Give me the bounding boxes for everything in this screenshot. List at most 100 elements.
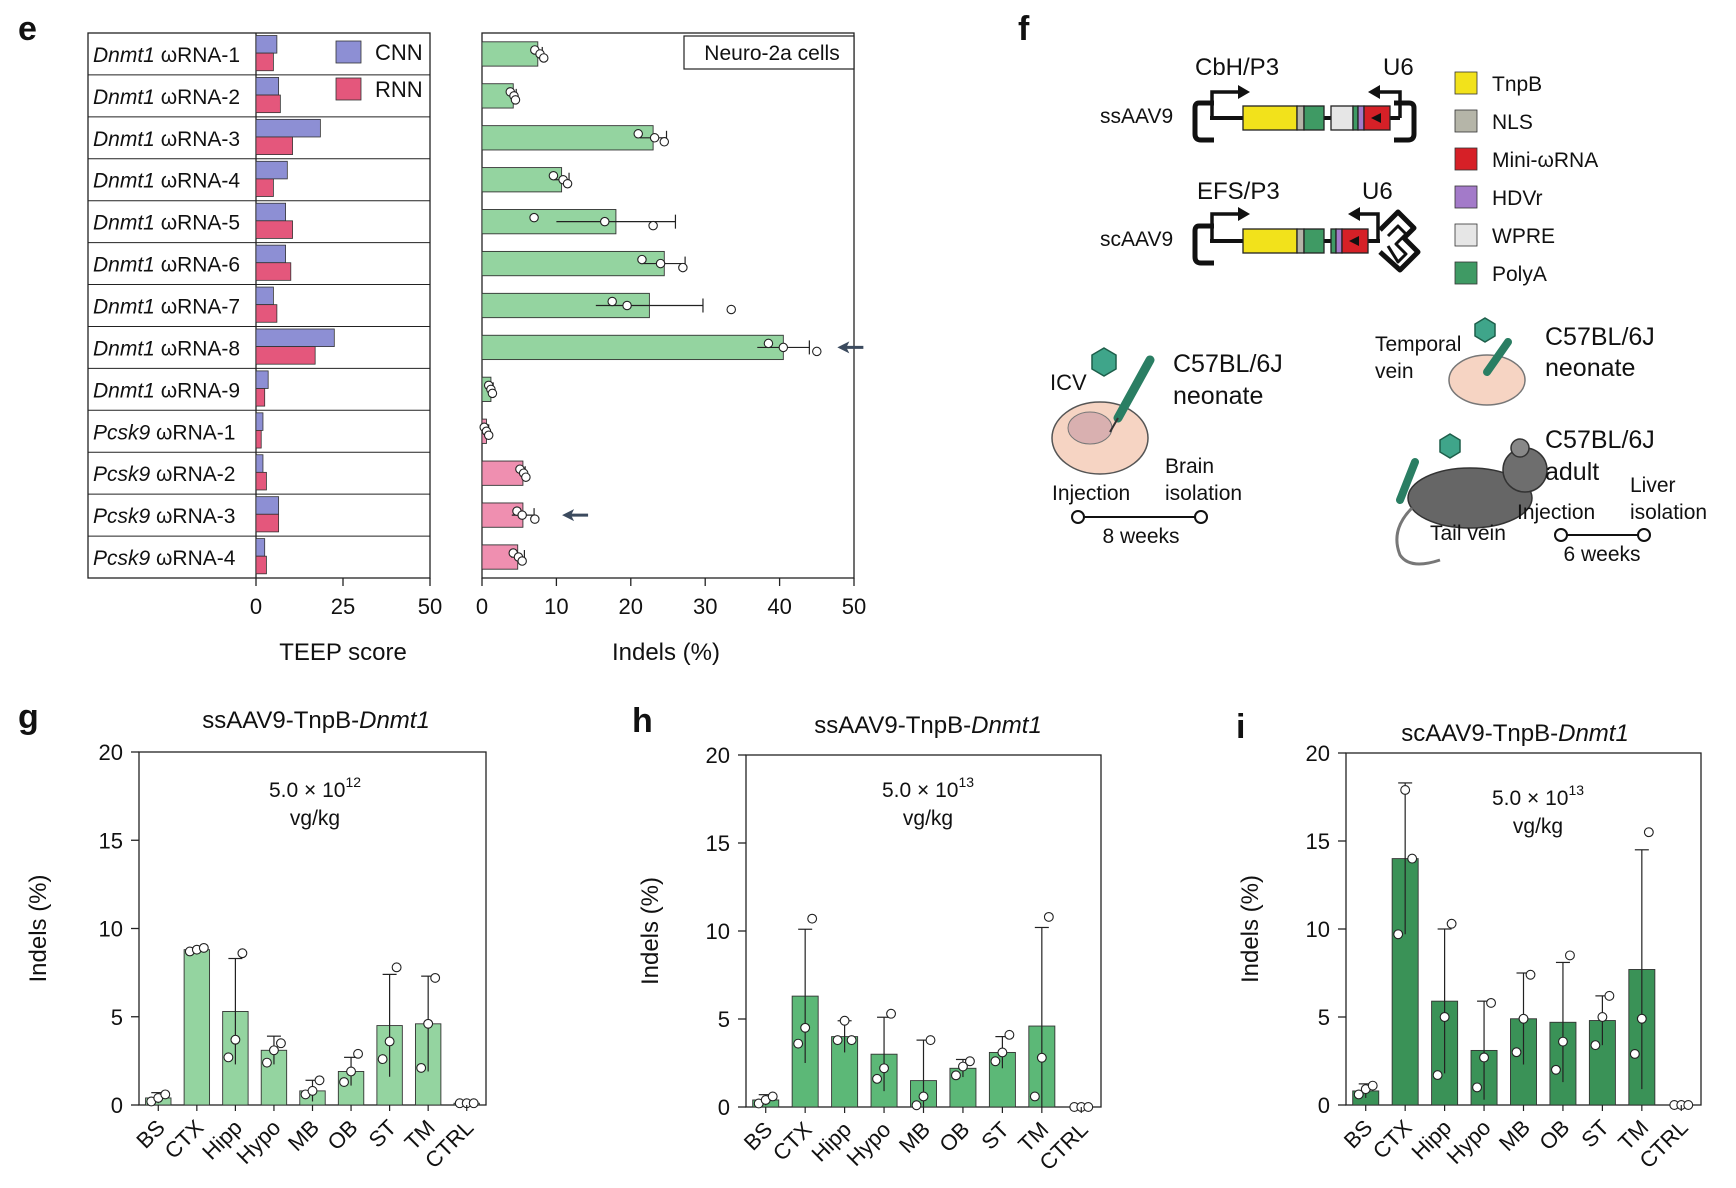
data-point bbox=[307, 1085, 318, 1096]
indels-data-point bbox=[726, 304, 736, 315]
aav-particle-icon bbox=[1091, 347, 1117, 377]
data-point bbox=[1683, 1100, 1694, 1110]
ss-mini-wrna-arrow bbox=[1371, 113, 1381, 123]
data-point bbox=[160, 1089, 171, 1100]
icv-weeks: 8 weeks bbox=[1102, 525, 1179, 548]
indels-data-point bbox=[655, 258, 666, 269]
y-tick-label: 10 bbox=[706, 919, 730, 944]
data-point bbox=[268, 1045, 279, 1056]
temporal-label: Temporal bbox=[1375, 333, 1461, 356]
data-point bbox=[1525, 969, 1536, 980]
data-point bbox=[230, 1034, 241, 1045]
ss-polya-block-1 bbox=[1303, 105, 1325, 131]
teep-bar-cnn bbox=[255, 370, 269, 389]
data-point bbox=[1432, 1070, 1443, 1081]
teep-bar-rnn bbox=[255, 178, 274, 197]
teep-category-label: Pcsk9 ωRNA-4 bbox=[93, 547, 236, 570]
construct-legend-swatch bbox=[1454, 147, 1478, 171]
data-point bbox=[468, 1098, 479, 1109]
teep-bar-cnn bbox=[255, 328, 335, 347]
indels-data-point bbox=[763, 338, 774, 349]
data-point bbox=[990, 1056, 1001, 1067]
ss-hdvr-block bbox=[1357, 105, 1365, 131]
x-tick-label: MB bbox=[283, 1115, 324, 1156]
teep-bar-rnn bbox=[255, 513, 280, 533]
construct-legend-swatch bbox=[1454, 109, 1478, 133]
chart-i-scaav9-1e13: scAAV9-TnpB-Dnmt1 5.0 × 1013 vg/kg 0 5 10 15 20… bbox=[1237, 720, 1702, 1173]
data-point bbox=[886, 1008, 897, 1019]
data-point bbox=[1518, 1013, 1529, 1024]
sc-mini-wrna-block bbox=[1341, 228, 1369, 254]
data-point bbox=[839, 1015, 850, 1026]
teep-bar-cnn bbox=[255, 496, 280, 515]
y-tick-label: 0 bbox=[718, 1095, 730, 1120]
y-tick-label: 10 bbox=[1306, 917, 1330, 942]
teep-bar-cnn bbox=[255, 538, 266, 557]
y-tick-label: 10 bbox=[99, 917, 123, 942]
teep-bar-cnn bbox=[255, 244, 286, 264]
data-point bbox=[1043, 911, 1054, 922]
data-point bbox=[793, 1038, 804, 1049]
ss-u6-label: U6 bbox=[1383, 54, 1414, 81]
icv-label: ICV bbox=[1050, 370, 1087, 395]
x-tick-label: CTX bbox=[768, 1117, 817, 1166]
indels-x-tick-label: 30 bbox=[693, 594, 717, 619]
x-tick-label: OB bbox=[322, 1115, 362, 1155]
indels-data-point bbox=[517, 556, 527, 566]
adult-strain: C57BL/6J bbox=[1545, 426, 1655, 454]
indels-data-point bbox=[548, 170, 559, 181]
indels-axis-label: Indels (%) bbox=[612, 639, 720, 666]
data-point bbox=[416, 1062, 427, 1073]
teep-bar-rnn bbox=[255, 346, 316, 365]
teep-bar-rnn bbox=[255, 136, 293, 155]
data-point bbox=[384, 1036, 395, 1047]
indels-data-point bbox=[521, 472, 531, 482]
teep-x-tick-label: 25 bbox=[331, 594, 355, 619]
sc-promoter-arrow bbox=[1210, 212, 1240, 241]
data-point bbox=[950, 1070, 961, 1081]
dose-label: 5.0 × 1013 bbox=[882, 774, 974, 802]
scaav9-label: scAAV9 bbox=[1100, 228, 1173, 251]
indels-bar bbox=[481, 125, 654, 151]
indels-x-tick-label: 40 bbox=[767, 594, 791, 619]
sc-u6-label: U6 bbox=[1362, 178, 1393, 205]
teep-bar-rnn bbox=[255, 52, 274, 72]
x-tick-label: ST bbox=[1576, 1115, 1614, 1153]
data-point bbox=[1036, 1052, 1047, 1063]
data-point bbox=[1004, 1029, 1015, 1040]
neuro-cells-label: Neuro-2a cells bbox=[704, 42, 839, 65]
vein-label: vein bbox=[1375, 360, 1414, 383]
indels-bar bbox=[481, 41, 539, 67]
data-point bbox=[1472, 1082, 1483, 1093]
x-tick-label: OB bbox=[934, 1117, 974, 1157]
construct-legend: TnpB NLS Mini-ωRNA HDVr WPRE PolyA bbox=[1454, 71, 1598, 286]
sc-promoter-arrowhead bbox=[1238, 207, 1250, 221]
data-point bbox=[872, 1073, 883, 1084]
chart-title: scAAV9-TnpB-Dnmt1 bbox=[1401, 720, 1629, 747]
ss-itr-left bbox=[1192, 100, 1214, 143]
sc-promoter-label: EFS/P3 bbox=[1197, 178, 1280, 205]
tail-timeline-end bbox=[1637, 528, 1651, 542]
data-point bbox=[832, 1035, 843, 1046]
indels-data-point bbox=[649, 133, 660, 143]
y-axis-label: Indels (%) bbox=[637, 877, 664, 985]
teep-bar-rnn bbox=[255, 555, 267, 575]
ss-u6-arrowhead bbox=[1368, 85, 1380, 99]
indels-x-tick-label: 10 bbox=[544, 594, 568, 619]
tail-vein-label: Tail vein bbox=[1430, 522, 1506, 545]
y-tick-label: 20 bbox=[1306, 741, 1330, 766]
ss-polya-block-2 bbox=[1352, 105, 1359, 131]
indels-data-point bbox=[510, 95, 521, 105]
indels-data-point bbox=[529, 212, 539, 223]
teep-bar-cnn bbox=[255, 286, 274, 306]
y-axis-label: Indels (%) bbox=[1237, 875, 1264, 983]
teep-category-label: Dnmt1 ωRNA-7 bbox=[93, 296, 240, 319]
aav-particle-icon-3 bbox=[1439, 433, 1461, 459]
ss-wpre-block bbox=[1330, 105, 1354, 131]
teep-bar-cnn bbox=[255, 77, 280, 96]
ss-tnpb-block bbox=[1242, 105, 1298, 131]
sc-mini-wrna-arrow bbox=[1349, 236, 1359, 246]
teep-bar-cnn bbox=[255, 202, 286, 222]
x-tick-label: Hypo bbox=[842, 1117, 896, 1171]
